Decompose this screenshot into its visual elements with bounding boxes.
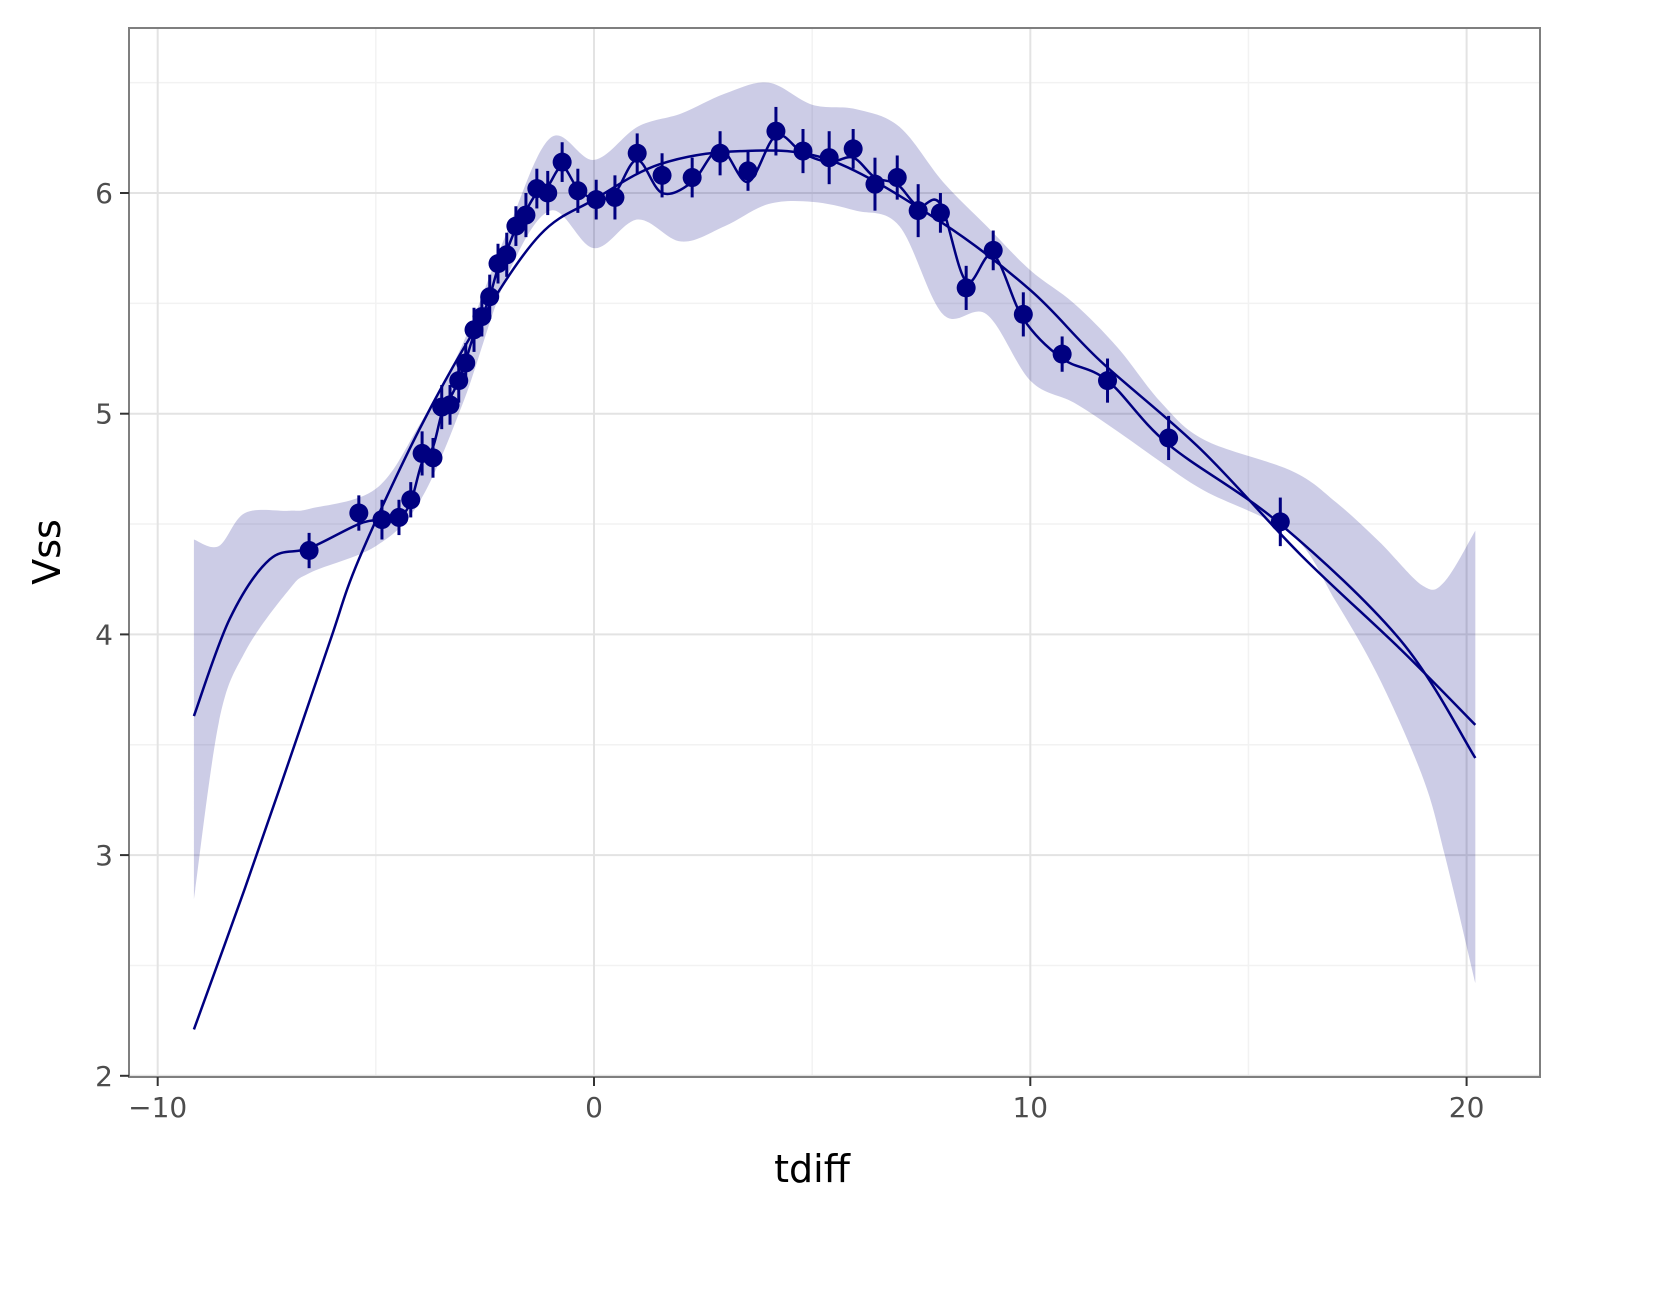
data-point: [389, 507, 409, 527]
x-tick-label: 20: [1449, 1091, 1485, 1124]
data-point: [1098, 371, 1118, 391]
y-tick-label: 6: [95, 177, 113, 210]
data-point: [930, 203, 950, 223]
data-point: [423, 448, 443, 468]
data-point: [586, 190, 606, 210]
x-axis-title: tdiff: [774, 1147, 851, 1191]
y-tick-label: 5: [95, 398, 113, 431]
data-point: [538, 183, 558, 203]
data-point: [605, 187, 625, 207]
data-points: [299, 106, 1290, 569]
data-point: [568, 181, 588, 201]
data-point: [652, 165, 672, 185]
data-point: [552, 152, 572, 172]
panel-border: [128, 27, 1541, 1078]
x-tick-label: 0: [585, 1091, 603, 1124]
data-point: [1159, 428, 1179, 448]
data-point: [372, 510, 392, 530]
data-point: [627, 143, 647, 163]
axis-ticks: −10 0 10 20 2 3 4 5 6: [95, 177, 1484, 1124]
plot-panel: [129, 28, 1540, 1077]
data-point: [682, 168, 702, 188]
data-point: [843, 139, 863, 159]
data-point: [456, 353, 476, 373]
x-tick-label: 10: [1012, 1091, 1048, 1124]
data-point: [793, 141, 813, 161]
data-point: [908, 201, 928, 221]
data-point: [449, 371, 469, 391]
y-tick-label: 2: [95, 1060, 113, 1093]
y-tick-label: 3: [95, 839, 113, 872]
data-point: [349, 503, 369, 523]
data-point: [819, 148, 839, 168]
data-point: [1013, 304, 1033, 324]
data-point: [516, 205, 536, 225]
data-point: [440, 395, 460, 415]
gridlines: [129, 28, 1540, 1077]
fit-curve-line: [192, 149, 1477, 1030]
data-point: [956, 278, 976, 298]
data-point: [472, 307, 492, 327]
data-point: [1270, 512, 1290, 532]
data-point: [766, 121, 786, 141]
data-point: [983, 240, 1003, 260]
data-point: [480, 287, 500, 307]
data-point: [401, 490, 421, 510]
data-point: [710, 143, 730, 163]
x-tick-label: −10: [128, 1091, 187, 1124]
y-axis-title: Vss: [25, 519, 69, 585]
data-point: [887, 168, 907, 188]
data-point: [738, 161, 758, 181]
data-point: [299, 541, 319, 561]
data-point: [497, 245, 517, 265]
data-point: [865, 174, 885, 194]
y-tick-label: 4: [95, 618, 113, 651]
data-point: [1052, 344, 1072, 364]
